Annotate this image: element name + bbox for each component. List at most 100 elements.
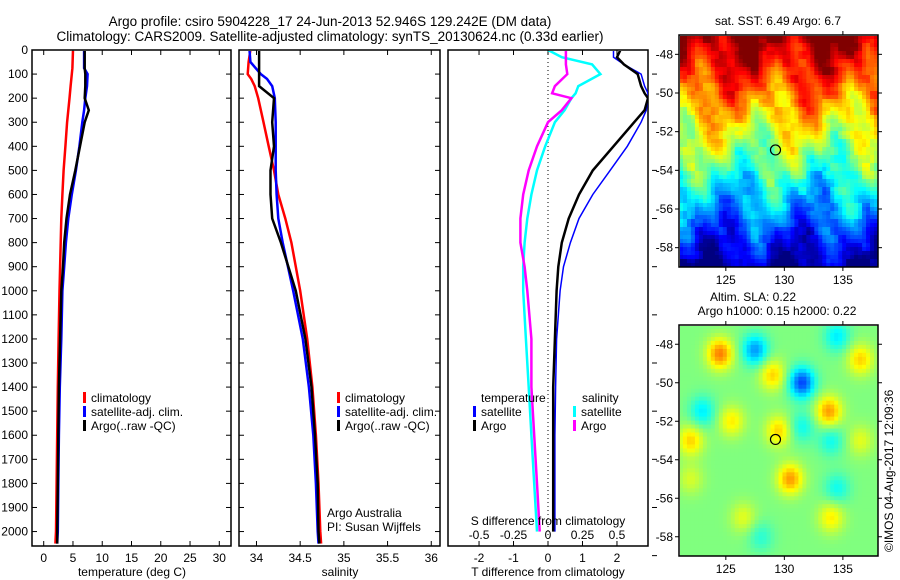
- s-axis-tick-label: 0.25: [571, 528, 595, 542]
- x-tick-label: 135: [833, 273, 853, 287]
- x-tick-label: 125: [716, 562, 736, 576]
- legend-swatch-satellite: [83, 406, 86, 417]
- y-tick-label: 300: [8, 115, 28, 129]
- legend-swatch-t-satellite: [473, 406, 476, 417]
- s-axis-tick-label: -0.25: [500, 528, 528, 542]
- y-tick-label: 1300: [1, 356, 28, 370]
- series-line-argo-raw-qc: [257, 51, 321, 544]
- y-tick-label: 400: [8, 139, 28, 153]
- y-tick-label: -50: [656, 86, 674, 100]
- y-tick-label: 1100: [2, 308, 28, 322]
- x-tick-label: 0: [545, 551, 552, 565]
- sla-heatmap-cells: [680, 326, 878, 556]
- argo-float-marker: [769, 144, 782, 156]
- x-tick-label: 10: [96, 551, 110, 565]
- x-tick-label: 36: [425, 551, 439, 565]
- x-tick-label: -2: [474, 551, 485, 565]
- y-tick-label: 1400: [1, 380, 28, 394]
- figure-title-line1: Argo profile: csiro 5904228_17 24-Jun-20…: [108, 14, 552, 29]
- imos-credit: ©IMOS 04-Aug-2017 12:09:36: [882, 389, 896, 552]
- legend-label-climatology: climatology: [345, 391, 405, 405]
- y-tick-label: 1000: [1, 284, 28, 298]
- y-tick-label: 200: [8, 91, 28, 105]
- y-tick-label: 2000: [1, 525, 28, 539]
- x-tick-label: 1: [579, 551, 586, 565]
- legend-swatch-climatology: [83, 392, 86, 403]
- x-tick-label: 130: [774, 562, 794, 576]
- y-tick-label: 1200: [1, 332, 28, 346]
- x-tick-label: 135: [833, 562, 853, 576]
- y-tick-label: 100: [8, 67, 28, 81]
- sst-map-title: sat. SST: 6.49 Argo: 6.7: [715, 14, 841, 28]
- sla-map-title-line1: Altim. SLA: 0.22: [710, 290, 796, 304]
- x-tick-label: 25: [183, 551, 197, 565]
- y-tick-label: -56: [656, 202, 674, 216]
- legend-swatch-argo: [337, 420, 340, 431]
- y-tick-label: -52: [656, 125, 674, 139]
- argo-float-marker: [769, 433, 782, 446]
- x-tick-label: 5: [70, 551, 77, 565]
- legend-title-salinity: salinity: [582, 391, 619, 405]
- salinity-legend: climatology satellite-adj. clim. Argo(..…: [327, 391, 437, 534]
- map-frame: [678, 34, 879, 268]
- x-tick-label: 35: [337, 551, 351, 565]
- x-tick-label: 125: [716, 273, 736, 287]
- y-tick-label: 1800: [1, 476, 28, 490]
- legend-swatch-climatology: [337, 392, 340, 403]
- y-tick-label: -54: [656, 163, 674, 177]
- series-line-argo-raw-qc: [55, 51, 91, 544]
- plot-frame: [238, 49, 441, 547]
- y-tick-label: -58: [656, 241, 674, 255]
- x-tick-label: 15: [125, 551, 139, 565]
- legend-title-temperature: temperature: [481, 391, 546, 405]
- legend-label-satellite: satellite-adj. clim.: [91, 405, 183, 419]
- y-tick-label: 1900: [1, 500, 28, 514]
- x-tick-label: 0: [40, 551, 47, 565]
- y-tick-label: -56: [656, 491, 674, 505]
- series-line-t-satellite: [554, 51, 648, 532]
- legend-label-t-argo: Argo: [481, 419, 507, 433]
- temperature-legend: climatology satellite-adj. clim. Argo(..…: [83, 391, 183, 433]
- legend-swatch-satellite: [337, 406, 340, 417]
- x-tick-label: 20: [154, 551, 168, 565]
- y-tick-label: 0: [21, 43, 28, 57]
- y-tick-label: 1500: [1, 404, 28, 418]
- legend-swatch-argo: [83, 420, 86, 431]
- x-tick-label: 30: [213, 551, 227, 565]
- legend-label-satellite: satellite-adj. clim.: [345, 405, 437, 419]
- salinity-xlabel: salinity: [322, 565, 359, 579]
- s-axis-tick-label: -0.5: [469, 528, 490, 542]
- s-axis-tick-label: 0.5: [609, 528, 626, 542]
- y-tick-label: -50: [656, 376, 674, 390]
- legend-label-argo: Argo(..raw -QC): [91, 419, 176, 433]
- sst-heatmap-cells: [680, 36, 878, 267]
- sla-map-panel: 125 130 135 -48 -50 -52 -54 -56 -58: [656, 321, 882, 576]
- series-line-s-satellite: [521, 51, 603, 532]
- x-tick-label: 130: [774, 273, 794, 287]
- x-tick-label: 35.5: [376, 551, 400, 565]
- y-tick-label: 700: [8, 212, 28, 226]
- salinity-profile-panel: 34 34.5 35 35.5 36: [238, 49, 441, 565]
- y-tick-label: -48: [656, 47, 674, 61]
- y-tick-label: 1700: [1, 452, 28, 466]
- x-tick-label: 34: [250, 551, 264, 565]
- y-tick-label: 500: [8, 163, 28, 177]
- y-tick-label: 800: [8, 236, 28, 250]
- temperature-xlabel: temperature (deg C): [78, 565, 186, 579]
- legend-swatch-s-satellite: [573, 406, 576, 417]
- y-tick-label: 600: [8, 187, 28, 201]
- figure-title-line2: Climatology: CARS2009. Satellite-adjuste…: [56, 29, 604, 44]
- sst-map-panel: 125 130 135 -48 -50 -52 -54 -56 -58: [656, 31, 882, 287]
- y-tick-label: -48: [656, 337, 674, 351]
- pi-annotation: PI: Susan Wijffels: [327, 520, 421, 534]
- legend-label-climatology: climatology: [91, 391, 151, 405]
- y-tick-label: -54: [656, 453, 674, 467]
- sla-map-title-line2: Argo h1000: 0.15 h2000: 0.22: [698, 304, 857, 318]
- legend-label-s-argo: Argo: [581, 419, 607, 433]
- legend-label-s-satellite: satellite: [581, 405, 622, 419]
- s-difference-xlabel: S difference from climatology: [471, 514, 626, 528]
- y-tick-label: -52: [656, 414, 674, 428]
- y-tick-label: 900: [8, 260, 28, 274]
